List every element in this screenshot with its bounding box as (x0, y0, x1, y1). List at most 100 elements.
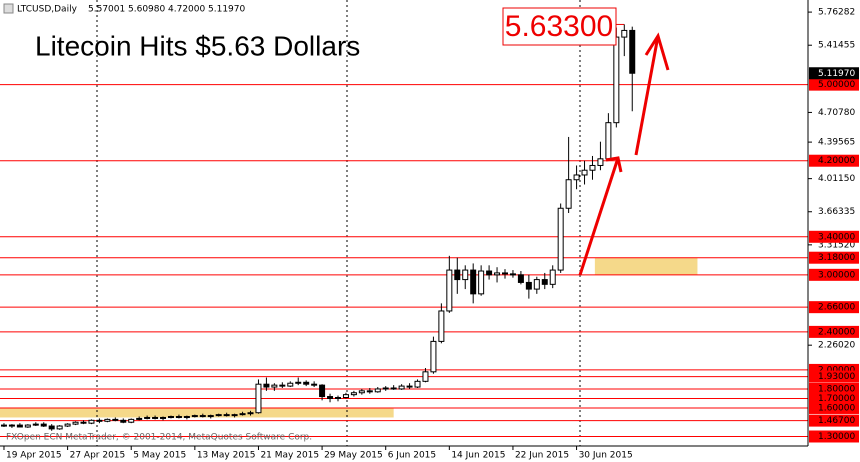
candle-body (565, 179, 572, 209)
level-label: 1.80000 (818, 384, 855, 394)
candle-body (581, 169, 588, 176)
chart-title: Litecoin Hits $5.63 Dollars (35, 30, 360, 61)
x-tick-label: 13 May 2015 (197, 451, 256, 461)
level-label: 1.30000 (818, 432, 855, 442)
level-label-box (809, 430, 859, 443)
header-value: 5.11970 (208, 5, 245, 15)
candle-body (541, 279, 548, 285)
x-tick-label: 21 May 2015 (260, 451, 319, 461)
candle-body (533, 279, 540, 290)
x-tick-label: 22 Jun 2015 (515, 451, 569, 461)
candle-body (239, 413, 246, 416)
candle-body (414, 380, 421, 388)
symbol-icon (3, 3, 14, 14)
candle-body (605, 122, 612, 160)
current-price-box (809, 67, 859, 80)
candle-body (287, 382, 294, 387)
candle-body (255, 383, 262, 414)
arrows (578, 32, 670, 276)
candle-body (398, 385, 405, 390)
candle-body (191, 415, 198, 418)
y-tick-label: 4.39565 (818, 138, 855, 148)
level-label: 1.46700 (818, 416, 855, 426)
y-tick-label: 2.26020 (818, 341, 855, 351)
candle-body (327, 396, 334, 399)
candle-body (390, 387, 397, 390)
level-label: 3.18000 (818, 253, 855, 263)
x-tick-label: 30 Jun 2015 (579, 451, 633, 461)
candle-body (342, 394, 349, 399)
candle-body (422, 371, 429, 382)
level-label: 2.66000 (818, 303, 855, 313)
candle-body (207, 415, 214, 418)
candle-body (199, 415, 206, 418)
candle-body (629, 29, 636, 74)
candle-body (32, 423, 39, 426)
candle-body (72, 421, 79, 425)
candle-body (8, 424, 15, 427)
candle-body (104, 418, 111, 422)
y-tick-label: 4.01150 (818, 174, 855, 184)
level-label: 1.60000 (818, 403, 855, 413)
level-label: 2.40000 (818, 327, 855, 337)
candle-body (24, 424, 31, 428)
zone (594, 257, 698, 275)
candle-body (160, 416, 167, 419)
level-label-box (809, 382, 859, 395)
level-label: 1.93000 (818, 372, 855, 382)
arrow-head (644, 32, 670, 71)
symbol: LTCUSD,Daily (17, 5, 78, 15)
x-tick-label: 27 Apr 2015 (70, 451, 126, 461)
candle-body (573, 174, 580, 181)
y-tick-label: 4.70780 (818, 108, 855, 118)
candle-body (215, 414, 222, 417)
candle-body (597, 158, 604, 166)
candle-body (382, 387, 389, 390)
candle-body (167, 416, 174, 419)
candle-body (295, 381, 302, 384)
candle-body (16, 424, 23, 428)
candle-body (621, 29, 628, 38)
candle-body (366, 390, 373, 393)
candle-body (311, 383, 318, 386)
level-label: 1.70000 (818, 394, 855, 404)
candle-body (144, 416, 151, 419)
candle-body (350, 392, 357, 396)
level-label: 4.20000 (818, 156, 855, 166)
candle-body (525, 281, 532, 290)
x-tick-label: 29 May 2015 (324, 451, 383, 461)
candle-body (136, 417, 143, 420)
candle-body (406, 385, 413, 388)
header-value: 4.72000 (168, 5, 205, 15)
candle-body (0, 424, 7, 427)
level-label-box (809, 370, 859, 383)
candle-body (96, 419, 103, 422)
candle-body (48, 425, 55, 430)
candle-body (247, 412, 254, 415)
x-tick-label: 5 May 2015 (133, 451, 186, 461)
level-label-box (809, 325, 859, 338)
candle-body (223, 414, 230, 417)
annotation-box (502, 7, 617, 46)
candle-body (517, 274, 524, 283)
level-label-box (809, 301, 859, 314)
level-label-box (809, 401, 859, 414)
candle-body (549, 269, 556, 285)
candle-body (128, 418, 135, 423)
candle-body (478, 270, 485, 295)
candle-body (175, 416, 182, 419)
arrow (634, 35, 660, 156)
candle-body (183, 416, 190, 419)
candle-body (462, 269, 469, 281)
candle-body (502, 272, 508, 275)
candle-body (88, 419, 95, 424)
candle-body (80, 421, 87, 424)
candle-body (279, 384, 286, 387)
candle-body (557, 207, 564, 271)
candle-body (486, 270, 493, 276)
candle-body (494, 272, 501, 276)
x-tick-label: 19 Apr 2015 (6, 451, 62, 461)
candle-body (358, 390, 365, 394)
level-label-box (809, 78, 859, 91)
